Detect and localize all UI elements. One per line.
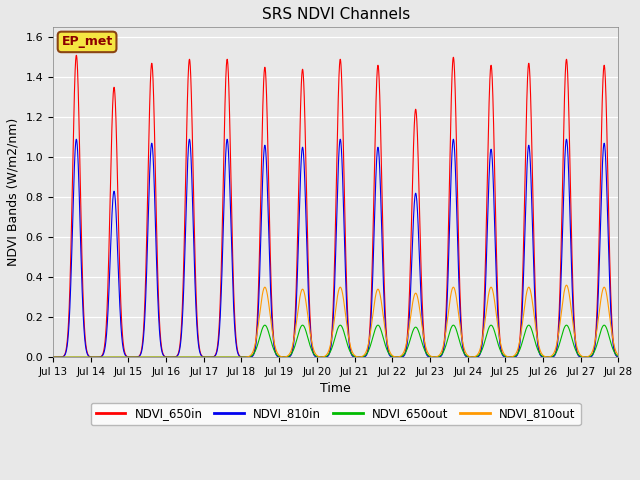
Text: EP_met: EP_met	[61, 36, 113, 48]
Title: SRS NDVI Channels: SRS NDVI Channels	[262, 7, 410, 22]
X-axis label: Time: Time	[321, 383, 351, 396]
Y-axis label: NDVI Bands (W/m2/nm): NDVI Bands (W/m2/nm)	[7, 118, 20, 266]
Legend: NDVI_650in, NDVI_810in, NDVI_650out, NDVI_810out: NDVI_650in, NDVI_810in, NDVI_650out, NDV…	[91, 403, 580, 425]
